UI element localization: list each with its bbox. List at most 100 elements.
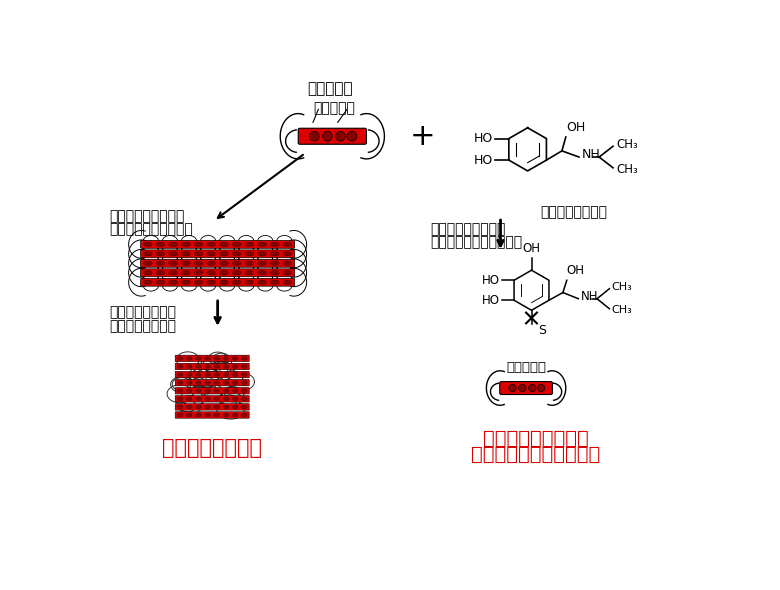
Text: S: S [538, 324, 547, 337]
Ellipse shape [186, 381, 192, 385]
Ellipse shape [214, 365, 219, 368]
Ellipse shape [196, 405, 201, 409]
Text: CH₃: CH₃ [616, 138, 638, 151]
Text: +: + [410, 122, 436, 151]
Ellipse shape [177, 356, 183, 360]
Ellipse shape [245, 271, 254, 275]
Text: HO: HO [474, 132, 493, 145]
Ellipse shape [194, 271, 203, 275]
FancyBboxPatch shape [140, 260, 295, 267]
Ellipse shape [242, 365, 247, 368]
Ellipse shape [177, 405, 183, 409]
FancyBboxPatch shape [140, 269, 295, 277]
Text: 単体のタウ: 単体のタウ [307, 81, 353, 96]
Ellipse shape [144, 251, 152, 256]
Ellipse shape [186, 405, 192, 409]
Ellipse shape [219, 261, 229, 266]
Ellipse shape [223, 389, 229, 392]
Ellipse shape [186, 389, 192, 392]
Ellipse shape [214, 389, 219, 392]
Ellipse shape [144, 271, 152, 275]
Text: システインの部分で: システインの部分で [109, 209, 185, 224]
Ellipse shape [323, 132, 332, 141]
Ellipse shape [242, 413, 247, 417]
Text: OH: OH [567, 264, 585, 277]
FancyBboxPatch shape [176, 379, 249, 386]
Ellipse shape [196, 356, 201, 360]
FancyBboxPatch shape [140, 250, 295, 258]
Ellipse shape [196, 413, 201, 417]
Ellipse shape [242, 405, 247, 409]
Ellipse shape [232, 413, 238, 417]
Ellipse shape [232, 405, 238, 409]
Ellipse shape [223, 381, 229, 385]
Ellipse shape [219, 271, 229, 275]
Ellipse shape [177, 381, 183, 385]
Ellipse shape [214, 397, 219, 401]
Ellipse shape [232, 356, 238, 360]
Ellipse shape [509, 384, 516, 392]
Ellipse shape [232, 271, 241, 275]
Ellipse shape [219, 280, 229, 284]
Ellipse shape [156, 271, 165, 275]
Text: HO: HO [482, 294, 500, 307]
Text: CH₃: CH₃ [616, 163, 638, 176]
Text: タウ同士が結合せず: タウ同士が結合せず [483, 429, 588, 448]
Ellipse shape [205, 373, 211, 376]
Ellipse shape [245, 242, 254, 247]
FancyBboxPatch shape [140, 278, 295, 286]
Ellipse shape [144, 261, 152, 266]
FancyBboxPatch shape [176, 371, 249, 378]
Ellipse shape [232, 373, 238, 376]
Ellipse shape [271, 280, 279, 284]
Ellipse shape [223, 365, 229, 368]
Ellipse shape [271, 251, 279, 256]
Ellipse shape [335, 132, 346, 141]
Text: システインの部分に: システインの部分に [431, 222, 506, 237]
Ellipse shape [223, 413, 229, 417]
Ellipse shape [194, 280, 203, 284]
Ellipse shape [310, 132, 319, 141]
Ellipse shape [177, 397, 183, 401]
Text: システイン: システイン [506, 361, 546, 374]
Ellipse shape [232, 242, 241, 247]
Ellipse shape [168, 242, 178, 247]
Ellipse shape [207, 242, 216, 247]
Ellipse shape [242, 397, 247, 401]
Ellipse shape [283, 271, 292, 275]
Text: 神経原線維変化に: 神経原線維変化に [109, 319, 176, 333]
Ellipse shape [156, 280, 165, 284]
FancyBboxPatch shape [298, 128, 367, 145]
Text: イソプロテノールが結合: イソプロテノールが結合 [431, 235, 523, 250]
Ellipse shape [223, 373, 229, 376]
FancyBboxPatch shape [140, 241, 295, 248]
Ellipse shape [205, 356, 211, 360]
Ellipse shape [283, 280, 292, 284]
FancyBboxPatch shape [176, 396, 249, 402]
Ellipse shape [232, 261, 241, 266]
Ellipse shape [177, 413, 183, 417]
Ellipse shape [232, 251, 241, 256]
Ellipse shape [207, 261, 216, 266]
Ellipse shape [242, 381, 247, 385]
Ellipse shape [207, 280, 216, 284]
Text: たくさんのタウが結合: たくさんのタウが結合 [109, 222, 193, 237]
Ellipse shape [242, 389, 247, 392]
Ellipse shape [144, 242, 152, 247]
Ellipse shape [196, 397, 201, 401]
Ellipse shape [245, 261, 254, 266]
Ellipse shape [168, 261, 178, 266]
Text: システイン: システイン [313, 101, 355, 116]
Ellipse shape [214, 356, 219, 360]
Ellipse shape [245, 280, 254, 284]
Ellipse shape [205, 365, 211, 368]
Ellipse shape [214, 381, 219, 385]
Ellipse shape [529, 384, 536, 392]
Ellipse shape [177, 373, 183, 376]
Ellipse shape [232, 280, 241, 284]
Ellipse shape [182, 271, 190, 275]
Ellipse shape [205, 381, 211, 385]
Text: OH: OH [523, 242, 541, 255]
Text: NH: NH [582, 148, 601, 161]
Ellipse shape [207, 251, 216, 256]
